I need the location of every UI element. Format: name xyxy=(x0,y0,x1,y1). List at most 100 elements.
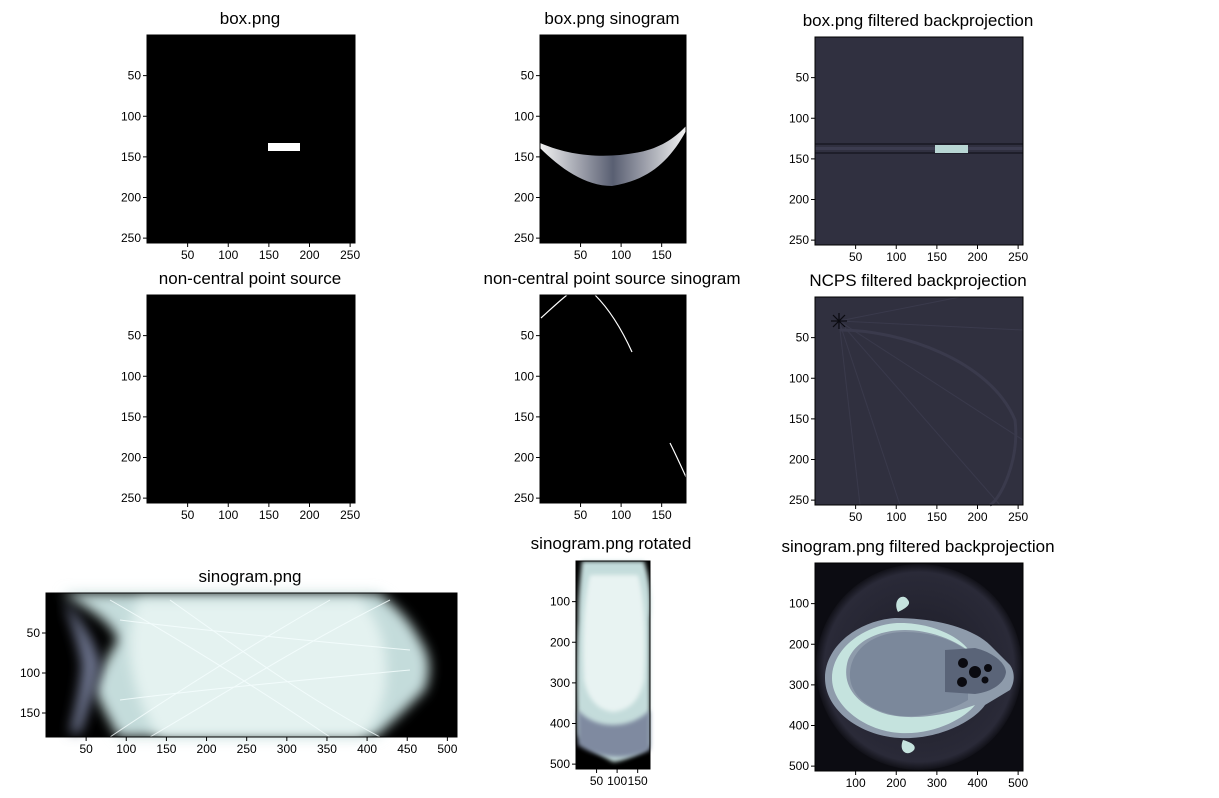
image-area xyxy=(147,295,355,503)
x-tick-label: 150 xyxy=(927,250,947,264)
y-tick-label: 100 xyxy=(789,111,809,125)
y-tick-label: 150 xyxy=(514,150,534,164)
y-tick-label: 100 xyxy=(550,595,570,609)
axes: 50 100 150 200 250 50 100 150 200 250 xyxy=(121,34,360,262)
axes-frame xyxy=(814,296,1024,506)
y-tick-label: 150 xyxy=(121,150,141,164)
axes: 50 100 150 200 250 50 100 150 200 250 xyxy=(789,36,1028,264)
axes-frame xyxy=(814,562,1024,772)
brain-tissue xyxy=(849,632,968,717)
x-tick-label: 200 xyxy=(299,248,319,262)
sinogram-bottom-shadow xyxy=(578,710,650,757)
sinogram-core xyxy=(583,575,645,712)
x-tick-label: 300 xyxy=(927,776,947,790)
image-area xyxy=(540,295,686,503)
x-tick-label: 150 xyxy=(628,774,648,788)
x-tick-label: 300 xyxy=(277,742,297,756)
axes-frame xyxy=(575,560,651,770)
axes: 50 100 150 50 100 150 200 250 xyxy=(514,34,687,262)
x-tick-label: 100 xyxy=(886,250,906,264)
streak-line xyxy=(815,152,1023,154)
streak-line xyxy=(815,147,1023,150)
y-tick-label: 200 xyxy=(514,451,534,465)
axes-frame xyxy=(146,34,356,244)
panel-ncps-fbp: NCPS filtered backprojection 50 100 150 200… xyxy=(789,271,1028,524)
head-slice xyxy=(825,596,1014,754)
image-area xyxy=(540,35,686,243)
axes: 100 200 300 400 500 100 200 300 400 500 xyxy=(789,562,1028,790)
x-tick-label: 250 xyxy=(340,508,360,522)
sinogram-curve xyxy=(669,442,687,478)
x-tick-label: 100 xyxy=(611,508,631,522)
panel-title: non-central point source sinogram xyxy=(483,269,740,288)
y-tick-label: 150 xyxy=(20,706,40,720)
x-tick-label: 400 xyxy=(967,776,987,790)
sinogram-band xyxy=(540,126,686,186)
image-area xyxy=(815,37,1023,245)
y-tick-label: 150 xyxy=(514,410,534,424)
sinogram-traces xyxy=(109,599,411,738)
x-tick-label: 150 xyxy=(259,508,279,522)
x-tick-label: 200 xyxy=(967,510,987,524)
x-tick-label: 100 xyxy=(607,774,627,788)
x-tick-label: 50 xyxy=(574,508,588,522)
panel-box: box.png 50 100 150 200 250 50 100 150 200 250 xyxy=(121,9,360,262)
x-tick-label: 450 xyxy=(397,742,417,756)
axes-frame xyxy=(45,592,458,738)
y-tick-label: 250 xyxy=(514,491,534,505)
x-tick-label: 500 xyxy=(437,742,457,756)
sinogram-left-shadow xyxy=(64,600,100,733)
x-tick-label: 100 xyxy=(611,248,631,262)
x-tick-label: 100 xyxy=(886,510,906,524)
streak-line xyxy=(815,143,1023,145)
panel-title: box.png filtered backprojection xyxy=(803,11,1034,30)
x-tick-label: 150 xyxy=(156,742,176,756)
axes-frame xyxy=(814,36,1024,246)
x-tick-label: 400 xyxy=(357,742,377,756)
x-tick-label: 200 xyxy=(197,742,217,756)
axes: 50 100 150 50 100 150 200 250 xyxy=(514,294,687,522)
y-tick-label: 100 xyxy=(121,109,141,123)
x-tick-label: 50 xyxy=(849,510,863,524)
y-tick-label: 400 xyxy=(550,717,570,731)
x-tick-label: 500 xyxy=(1008,776,1028,790)
axes: 50 100 150 200 250 50 100 150 200 250 xyxy=(121,294,360,522)
x-tick-label: 250 xyxy=(1008,250,1028,264)
y-tick-label: 400 xyxy=(789,719,809,733)
sinogram-curve xyxy=(594,294,633,353)
panel-sinogram: sinogram.png 50 100 150 200 250 300 350 400 450 5… xyxy=(20,567,458,756)
x-tick-label: 50 xyxy=(181,508,195,522)
y-tick-label: 150 xyxy=(789,152,809,166)
panel-title: sinogram.png rotated xyxy=(531,534,692,553)
sinogram-core xyxy=(129,600,387,737)
y-tick-label: 500 xyxy=(789,759,809,773)
y-tick-label: 200 xyxy=(789,637,809,651)
x-tick-label: 150 xyxy=(259,248,279,262)
y-tick-label: 50 xyxy=(796,71,810,85)
x-tick-label: 100 xyxy=(116,742,136,756)
x-tick-label: 50 xyxy=(849,250,863,264)
ear-bottom xyxy=(901,740,915,754)
y-tick-label: 300 xyxy=(789,678,809,692)
y-tick-label: 150 xyxy=(789,412,809,426)
y-tick-label: 50 xyxy=(796,331,810,345)
x-tick-label: 200 xyxy=(886,776,906,790)
y-tick-label: 200 xyxy=(121,191,141,205)
point-source-star xyxy=(831,313,847,329)
faint-arc xyxy=(839,328,1018,507)
reconstructed-box xyxy=(935,145,968,153)
panel-sinogram-rotated: sinogram.png rotated 50 100 15010020030040… xyxy=(531,534,692,788)
panel-title: box.png xyxy=(220,9,281,28)
sinogram-curve xyxy=(540,294,568,319)
panel-sinogram-fbp: sinogram.png filtered backprojection 100… xyxy=(781,537,1054,790)
panel-title: non-central point source xyxy=(159,269,341,288)
axes: 50 100 150 200 250 50 100 150 200 250 xyxy=(789,296,1028,524)
x-tick-label: 150 xyxy=(652,508,672,522)
y-tick-label: 50 xyxy=(521,329,535,343)
sinus-cavities xyxy=(957,658,992,687)
y-tick-label: 250 xyxy=(121,231,141,245)
streak-lines xyxy=(838,296,1024,506)
panel-box-fbp: box.png filtered backprojection 50 100 150… xyxy=(789,11,1033,264)
x-tick-label: 250 xyxy=(237,742,257,756)
